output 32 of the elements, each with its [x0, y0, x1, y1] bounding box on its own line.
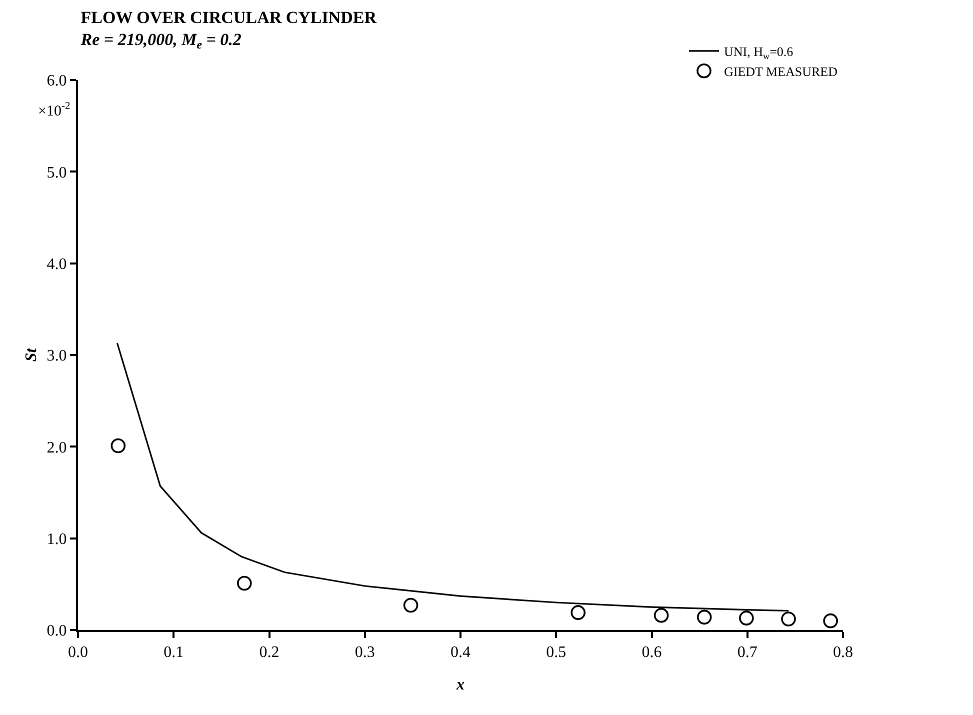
- y-tick-label: 2.0: [46, 439, 67, 456]
- x-tick-label: 0.8: [833, 644, 853, 662]
- x-tick-label: 0.4: [450, 644, 470, 662]
- x-tick-label: 0.5: [546, 644, 566, 662]
- y-tick-label: 5.0: [46, 164, 67, 182]
- point: [781, 612, 796, 626]
- x-tick-label: 0.0: [68, 644, 88, 662]
- point: [696, 610, 712, 625]
- x-tick-label: 0.1: [164, 644, 184, 662]
- x-axis-title: x: [456, 676, 464, 694]
- chart-title: FLOW OVER CIRCULAR CYLINDER: [80, 8, 378, 27]
- y-tick-label: 6.0: [46, 72, 67, 90]
- x-tick-label: 0.3: [354, 644, 375, 662]
- chart-subtitle: Re = 219,000, M$_{e}$ = 0.2: [80, 30, 242, 52]
- y-tick-label: 1.0: [46, 530, 67, 548]
- y-tick-label: 4.0: [46, 256, 67, 273]
- point: [739, 610, 754, 626]
- legend-label: GIEDT MEASURED: [724, 64, 838, 79]
- text: ×10$^{-2}$: [38, 101, 70, 120]
- point: [654, 608, 669, 623]
- x-tick-label: 0.2: [259, 644, 280, 662]
- y-tick-label: 0.0: [46, 622, 67, 640]
- point: [110, 438, 126, 454]
- legend-label: UNI, H$_{w}$=0.6: [724, 44, 794, 61]
- point: [823, 613, 838, 628]
- point: [403, 598, 418, 613]
- point: [570, 605, 586, 620]
- x-tick-label: 0.6: [642, 644, 662, 662]
- y-tick-label: 3.0: [46, 348, 67, 365]
- y-axis-title: St: [23, 348, 40, 362]
- x-tick-label: 0.7: [737, 644, 758, 662]
- point: [236, 576, 252, 591]
